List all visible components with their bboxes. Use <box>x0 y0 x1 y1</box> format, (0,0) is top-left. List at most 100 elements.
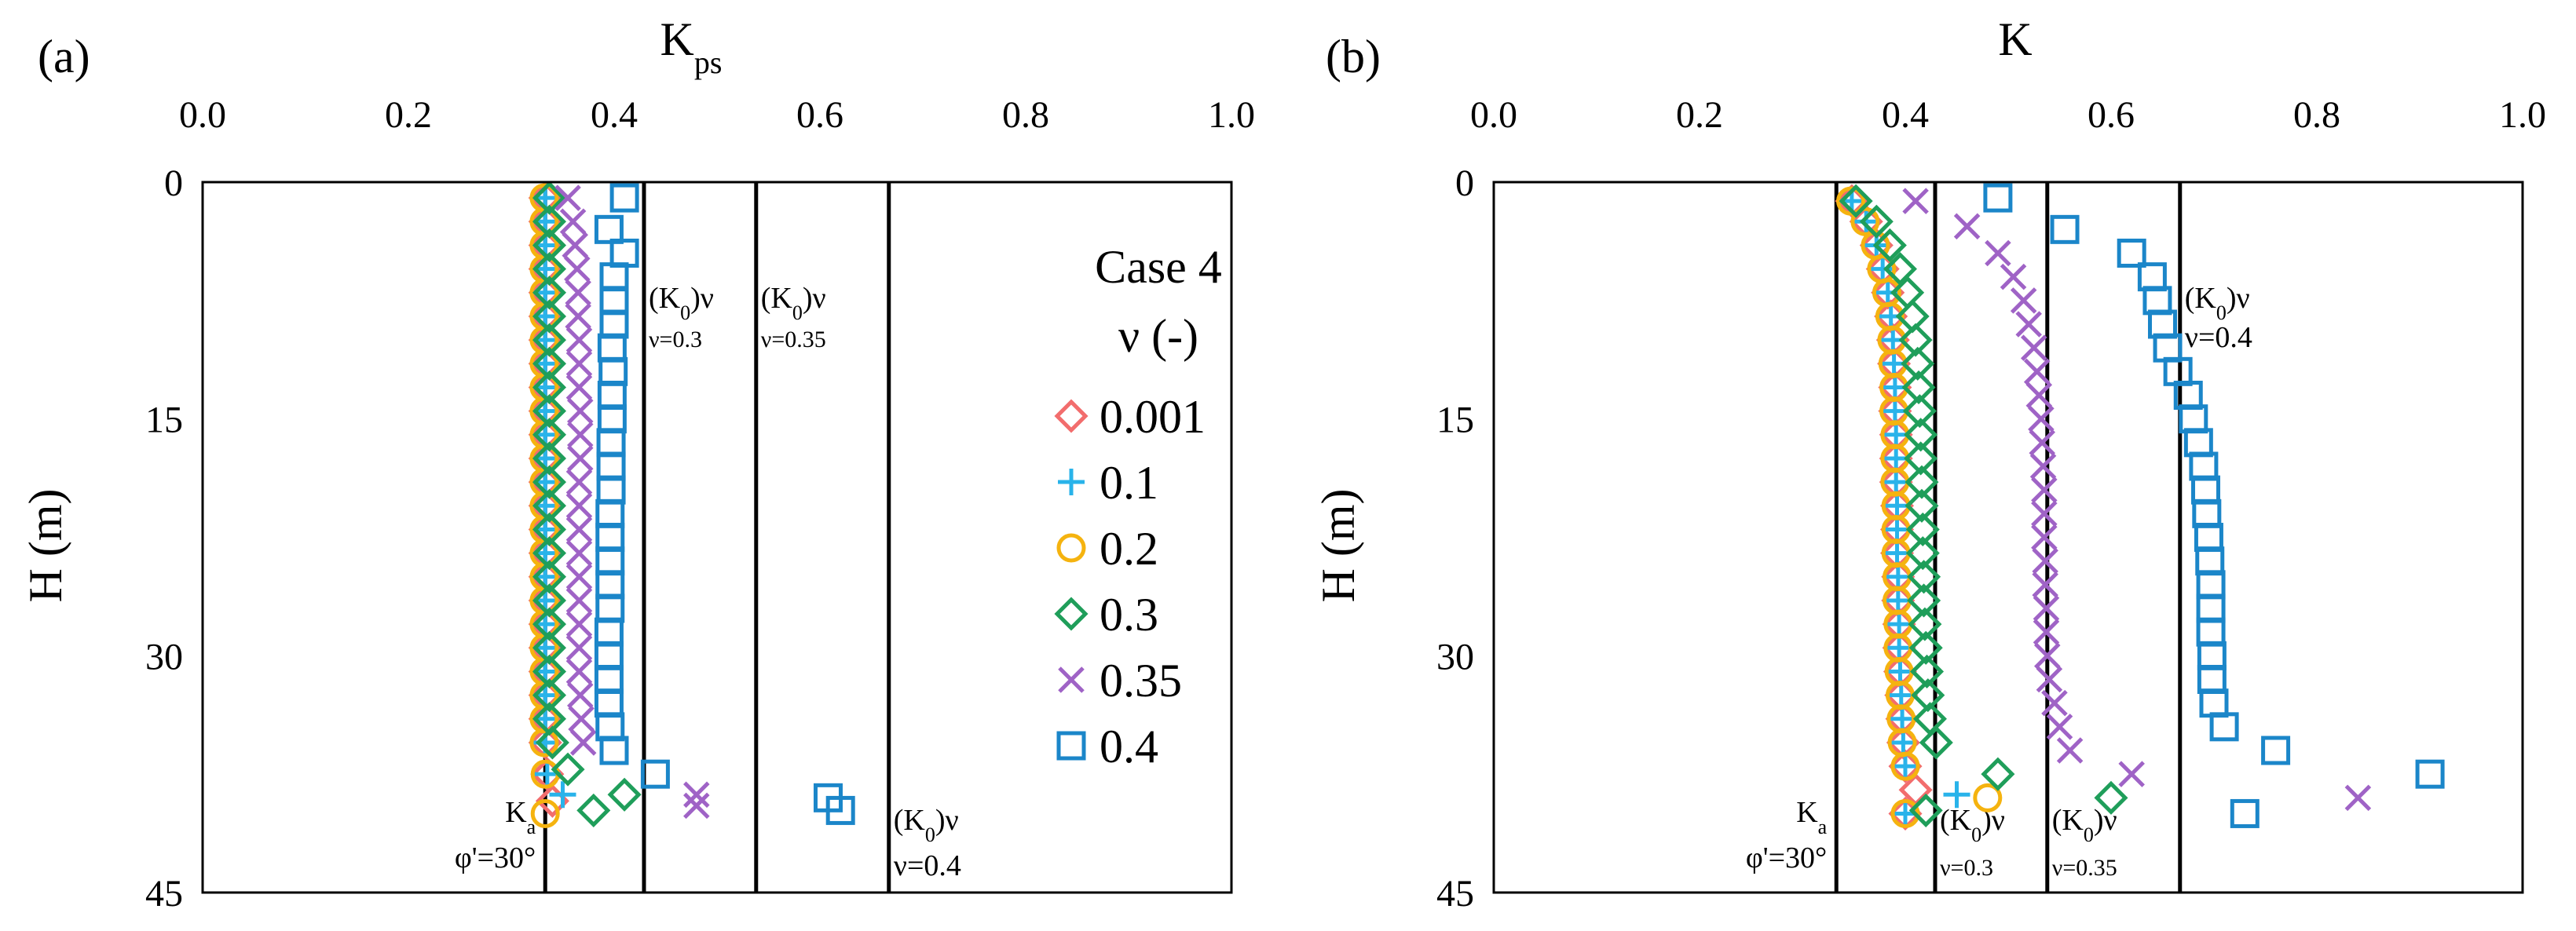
panel-b-point-0_3 <box>1905 465 1939 499</box>
panel-b-point-0_3 <box>1905 488 1939 523</box>
panel-b-y-tick-label: 0 <box>1455 162 1474 204</box>
panel-b-point-0_35 <box>2118 761 2145 787</box>
legend-marker-0_3 <box>1054 597 1089 631</box>
panel-b-reference-label: (K0)ν <box>2052 804 2117 846</box>
panel-b-point-0_3 <box>1908 607 1942 641</box>
panel-b-point-0_35 <box>2046 714 2073 740</box>
panel-b-point-0_35 <box>1953 213 1981 240</box>
legend: Case 4 ν (-) 0.001 0.1 0.2 0.3 0.35 0.4 <box>1054 241 1222 772</box>
panel-b-xlabel: K <box>1998 13 2032 65</box>
panel-b-point-0_35 <box>2010 287 2037 314</box>
panel-b-point-0_2 <box>1836 186 1866 216</box>
panel-a-point-0_4 <box>825 795 855 825</box>
panel-a-point-0_35 <box>565 587 593 614</box>
panel-b-point-0_1 <box>1853 208 1880 235</box>
panel-a-point-0_3 <box>532 323 567 357</box>
panel-a-point-0_3 <box>551 752 585 787</box>
panel-b-plot-frame <box>1492 181 2524 894</box>
panel-a-point-0_3 <box>532 488 567 523</box>
panel-a-point-0_3 <box>532 560 567 594</box>
panel-a-point-0_35 <box>562 232 588 259</box>
panel-a-point-0_35 <box>565 469 593 495</box>
panel-b-point-0_3 <box>1908 630 1943 665</box>
panel-a-point-0_4 <box>595 712 625 742</box>
panel-b-point-0_35 <box>1902 188 1929 214</box>
panel-b-point-0_4 <box>2183 428 2213 458</box>
panel-a-point-0_3 <box>532 346 567 381</box>
panel-a-point-0_4 <box>599 286 629 316</box>
panel-a-point-0_4 <box>640 759 670 789</box>
panel-b-point-0_4 <box>2191 475 2221 505</box>
panel-a-point-0_4 <box>596 428 626 458</box>
panel-b-point-0_35 <box>2034 642 2061 670</box>
panel-a-point-0_4 <box>595 498 625 528</box>
panel-a-y-tick-label: 45 <box>145 873 183 915</box>
panel-a-point-0_4 <box>599 262 629 292</box>
panel-b-point-0_3 <box>1904 441 1938 476</box>
panel-b-point-0_3 <box>1907 583 1941 618</box>
panel-a-x-tick-label: 0.8 <box>1002 94 1049 136</box>
panel-b-point-0_4 <box>2197 665 2227 694</box>
panel-a-point-0_4 <box>596 451 626 481</box>
panel-b-point-0_4 <box>2199 688 2229 718</box>
panel-a-point-0_3 <box>532 607 567 641</box>
panel-b-x-tick-label: 0.8 <box>2293 94 2340 136</box>
panel-a-point-0_35 <box>565 327 593 353</box>
panel-a-point-0_4 <box>595 570 625 600</box>
panel-a-point-0_3 <box>532 370 567 404</box>
panel-a-point-0_35 <box>569 729 597 756</box>
panel-a-point-0_35 <box>565 611 593 637</box>
panel-a-point-0_3 <box>532 228 567 262</box>
panel-b-point-0_4 <box>2153 333 2183 363</box>
panel-b-reference-label: (K0)ν <box>2185 282 2250 324</box>
panel-b-point-0_4 <box>2194 523 2223 552</box>
panel-a-points <box>528 181 855 828</box>
panel-b-point-0_35 <box>2032 571 2058 598</box>
panel-b-reference-label: (K0)ν <box>1940 804 2005 846</box>
panel-b-point-0_1 <box>1874 279 1901 306</box>
panel-a-point-0_3 <box>532 276 567 310</box>
panel-b-point-0_4 <box>2415 759 2445 789</box>
panel-b-x-tick-label: 0.2 <box>1676 94 1723 136</box>
panel-b-point-0_2 <box>1890 751 1920 781</box>
panel-a-point-0_4 <box>599 736 629 765</box>
panel-a-point-0_35 <box>565 303 591 330</box>
panel-a-point-0_4 <box>594 665 624 694</box>
panel-b-point-0_35 <box>2041 689 2068 717</box>
panel-a-point-0_4 <box>595 523 625 552</box>
legend-item-label: 0.4 <box>1100 721 1158 772</box>
panel-a-point-0_4 <box>595 593 625 623</box>
panel-a-x-tick-label: 0.0 <box>179 94 226 136</box>
panel-a-point-0_35 <box>683 792 710 820</box>
panel-b-point-0_4 <box>2189 451 2219 481</box>
panel-a-point-0_4 <box>597 381 627 410</box>
panel-a-point-0_35 <box>565 350 593 378</box>
panel-a-point-0_35 <box>565 564 593 590</box>
panel-a-point-0_3 <box>532 394 567 429</box>
panel-b-point-0_4 <box>2117 239 2146 268</box>
panel-b-point-0_3 <box>1859 204 1894 239</box>
panel-a-point-0_3 <box>532 465 567 499</box>
panel-a-plot-frame <box>201 181 1233 894</box>
panel-a-reference-sublabel: ν=0.4 <box>894 849 961 882</box>
panel-b-point-0_4 <box>2196 570 2226 600</box>
panel-b-point-0_3 <box>1872 228 1907 262</box>
panel-b-point-0_35 <box>2033 619 2060 645</box>
panel-a-point-0_4 <box>609 183 639 213</box>
panel-a-y-tick-label: 15 <box>145 400 183 441</box>
panel-a-point-0_4 <box>597 333 627 363</box>
panel-b-point-0_4 <box>2209 712 2239 742</box>
legend-marker-0_2 <box>1056 533 1086 563</box>
panel-a-point-0_4 <box>598 356 628 386</box>
panel-a-reference-sublabel: φ'=30° <box>455 842 536 874</box>
panel-b-y-tick-label: 15 <box>1436 400 1474 441</box>
panel-b-point-0_3 <box>1905 512 1940 546</box>
panel-a-y-tick-label: 0 <box>164 162 183 204</box>
panel-b-point-0_35 <box>2032 547 2058 575</box>
panel-b-x-tick-label: 0.0 <box>1470 94 1517 136</box>
panel-b-point-0_3 <box>1981 757 2015 791</box>
panel-b-point-0_4 <box>2195 546 2225 576</box>
panel-a-point-0_35 <box>567 397 594 425</box>
legend-marker-0_001 <box>1054 399 1089 433</box>
panel-a-xlabel: Kps <box>660 13 723 80</box>
